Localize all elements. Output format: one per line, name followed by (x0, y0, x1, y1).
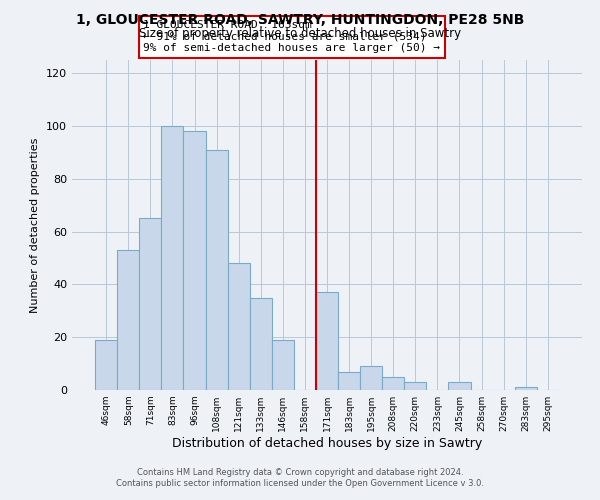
Text: Contains HM Land Registry data © Crown copyright and database right 2024.
Contai: Contains HM Land Registry data © Crown c… (116, 468, 484, 487)
Bar (139, 218, 161, 390)
Bar (272, 340, 294, 390)
Y-axis label: Number of detached properties: Number of detached properties (31, 138, 40, 312)
Bar (161, 126, 184, 390)
Bar (515, 388, 537, 390)
Text: Size of property relative to detached houses in Sawtry: Size of property relative to detached ho… (139, 28, 461, 40)
Bar (95, 340, 117, 390)
Text: 1, GLOUCESTER ROAD, SAWTRY, HUNTINGDON, PE28 5NB: 1, GLOUCESTER ROAD, SAWTRY, HUNTINGDON, … (76, 12, 524, 26)
Text: 1 GLOUCESTER ROAD: 163sqm
← 91% of detached houses are smaller (534)
9% of semi-: 1 GLOUCESTER ROAD: 163sqm ← 91% of detac… (143, 20, 440, 54)
Bar (360, 366, 382, 390)
Bar (206, 150, 227, 390)
Bar (382, 377, 404, 390)
Bar (250, 298, 272, 390)
Bar (227, 264, 250, 390)
Bar (338, 372, 360, 390)
Bar (117, 250, 139, 390)
Bar (316, 292, 338, 390)
X-axis label: Distribution of detached houses by size in Sawtry: Distribution of detached houses by size … (172, 437, 482, 450)
Bar (404, 382, 427, 390)
Bar (184, 132, 206, 390)
Bar (448, 382, 470, 390)
